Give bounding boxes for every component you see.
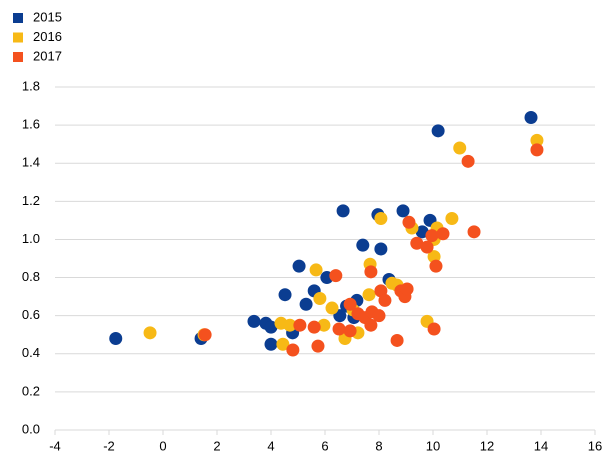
point xyxy=(530,133,544,147)
point xyxy=(286,343,300,357)
x-tick-label: 14 xyxy=(534,438,548,453)
legend-label: 2015 xyxy=(33,9,62,24)
point xyxy=(374,242,388,256)
legend-label: 2017 xyxy=(33,48,62,63)
x-tick-label: 2 xyxy=(213,438,220,453)
legend-swatch xyxy=(13,13,23,23)
point xyxy=(283,318,297,332)
point xyxy=(264,337,278,351)
point xyxy=(264,320,278,334)
point xyxy=(374,211,388,225)
y-tick-label: 0.8 xyxy=(22,269,40,284)
x-tick-label: -2 xyxy=(103,438,115,453)
y-tick-label: 0.0 xyxy=(22,421,40,436)
point xyxy=(402,215,416,229)
point xyxy=(372,309,386,323)
point xyxy=(309,263,323,277)
point xyxy=(276,337,290,351)
legend-swatch xyxy=(13,52,23,62)
point xyxy=(445,211,459,225)
point xyxy=(329,269,343,283)
point xyxy=(311,339,325,353)
point xyxy=(467,225,481,239)
point xyxy=(293,318,307,332)
point xyxy=(431,124,445,138)
y-tick-label: 1.6 xyxy=(22,117,40,132)
point xyxy=(364,318,378,332)
point xyxy=(420,240,434,254)
y-tick-label: 1.2 xyxy=(22,193,40,208)
x-tick-label: 6 xyxy=(321,438,328,453)
point xyxy=(390,333,404,347)
point xyxy=(427,322,441,336)
point xyxy=(313,292,327,306)
point xyxy=(362,288,376,302)
point xyxy=(425,229,439,243)
point xyxy=(343,324,357,338)
point xyxy=(453,141,467,155)
point xyxy=(396,204,410,218)
y-tick-label: 0.2 xyxy=(22,383,40,398)
point xyxy=(325,301,339,315)
point xyxy=(292,259,306,273)
point xyxy=(524,110,538,124)
x-tick-label: 16 xyxy=(588,438,602,453)
point xyxy=(378,293,392,307)
point xyxy=(332,322,346,336)
point xyxy=(530,143,544,157)
x-tick-label: 4 xyxy=(267,438,274,453)
legend-swatch xyxy=(13,32,23,43)
y-tick-label: 0.4 xyxy=(22,345,40,360)
point xyxy=(461,154,475,168)
point xyxy=(143,326,157,340)
legend-label: 2016 xyxy=(33,29,62,44)
x-tick-label: 12 xyxy=(480,438,494,453)
point xyxy=(410,236,424,250)
point xyxy=(364,265,378,279)
y-tick-label: 1.8 xyxy=(22,78,40,93)
y-tick-label: 1.4 xyxy=(22,155,40,170)
y-tick-label: 0.6 xyxy=(22,307,40,322)
point xyxy=(343,297,357,311)
x-tick-label: 8 xyxy=(375,438,382,453)
y-tick-label: 1.0 xyxy=(22,231,40,246)
point xyxy=(198,328,212,342)
point xyxy=(299,297,313,311)
point xyxy=(307,320,321,334)
point xyxy=(356,238,370,252)
point xyxy=(436,227,450,241)
point xyxy=(336,204,350,218)
point xyxy=(317,318,331,332)
point xyxy=(429,259,443,273)
x-tick-label: 0 xyxy=(159,438,166,453)
point xyxy=(400,282,414,296)
x-tick-label: -4 xyxy=(49,438,61,453)
x-tick-label: 10 xyxy=(426,438,440,453)
point xyxy=(278,288,292,302)
point xyxy=(109,332,123,346)
point xyxy=(247,314,261,328)
